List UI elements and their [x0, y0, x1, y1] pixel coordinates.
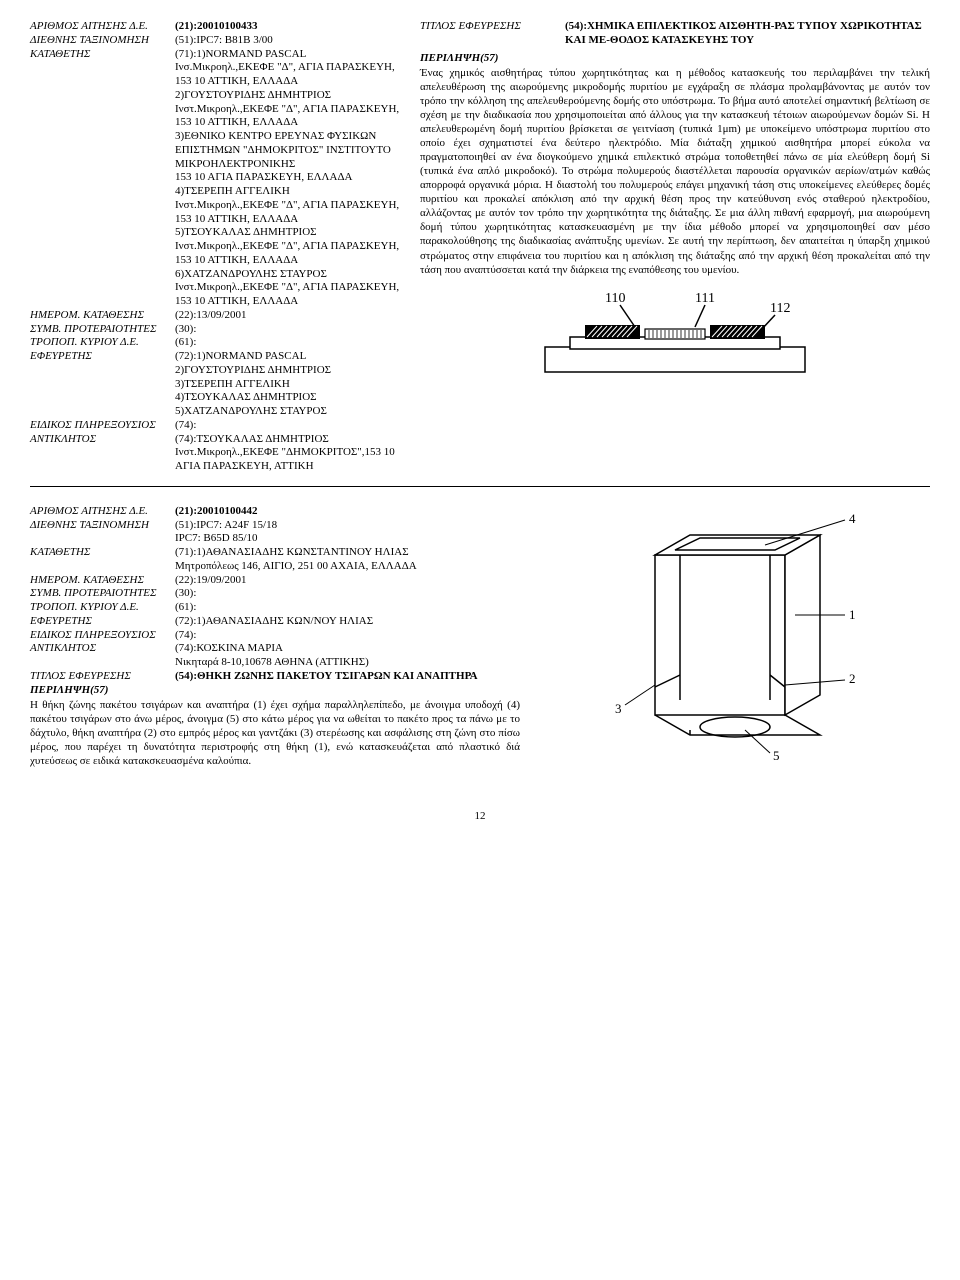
field-value: (54):ΘΗΚΗ ΖΩΝΗΣ ΠΑΚΕΤΟΥ ΤΣΙΓΑΡΩΝ ΚΑΙ ΑΝΑ… — [175, 670, 520, 684]
field-value: (72):1)NORMAND PASCAL2)ΓΟΥΣΤΟΥΡΙΔΗΣ ΔΗΜΗ… — [175, 350, 410, 419]
field-value: (21):20010100442 — [175, 505, 520, 519]
field-row: ΚΑΤΑΘΕΤΗΣ(71):1)NORMAND PASCALΙνσ.Μικροη… — [30, 48, 410, 309]
field-label: ΕΙΔΙΚΟΣ ΠΛΗΡΕΞΟΥΣΙΟΣ — [30, 419, 175, 433]
field-value: (22):13/09/2001 — [175, 309, 410, 323]
record1-right: ΤΙΤΛΟΣ ΕΦΕΥΡΕΣΗΣ (54):ΧΗΜΙΚΑ ΕΠΙΛΕΚΤΙΚΟΣ… — [420, 20, 930, 474]
field-label: ΕΦΕΥΡΕΤΗΣ — [30, 615, 175, 629]
field-value: (74):ΤΣΟΥΚΑΛΑΣ ΔΗΜΗΤΡΙΟΣΙνστ.Μικροηλ.,ΕΚ… — [175, 433, 410, 474]
fig2-label-3: 3 — [615, 701, 622, 716]
field-value: (61): — [175, 601, 520, 615]
field-label: ΤΙΤΛΟΣ ΕΦΕΥΡΕΣΗΣ — [30, 670, 175, 684]
record2-fields: ΑΡΙΘΜΟΣ ΑΙΤΗΣΗΣ Δ.Ε.(21):20010100442ΔΙΕΘ… — [30, 505, 520, 684]
title-value: (54):ΧΗΜΙΚΑ ΕΠΙΛΕΚΤΙΚΟΣ ΑΙΣΘΗΤΗ-ΡΑΣ ΤΥΠΟ… — [565, 20, 930, 48]
field-value: (74): — [175, 419, 410, 433]
field-label: ΑΡΙΘΜΟΣ ΑΙΤΗΣΗΣ Δ.Ε. — [30, 505, 175, 519]
record1-figure: 110 111 112 — [420, 287, 930, 387]
field-label: ΣΥΜΒ. ΠΡΟΤΕΡΑΙΟΤΗΤΕΣ — [30, 587, 175, 601]
record1-fields: ΑΡΙΘΜΟΣ ΑΙΤΗΣΗΣ Δ.Ε.(21):20010100433ΔΙΕΘ… — [30, 20, 410, 474]
field-label: ΑΡΙΘΜΟΣ ΑΙΤΗΣΗΣ Δ.Ε. — [30, 20, 175, 34]
field-label: ΣΥΜΒ. ΠΡΟΤΕΡΑΙΟΤΗΤΕΣ — [30, 323, 175, 337]
abstract-label: ΠΕΡΙΛΗΨΗ(57) — [420, 52, 930, 64]
field-row: ΑΝΤΙΚΛΗΤΟΣ(74):ΤΣΟΥΚΑΛΑΣ ΔΗΜΗΤΡΙΟΣΙνστ.Μ… — [30, 433, 410, 474]
field-value: (74):ΚΟΣΚΙΝΑ ΜΑΡΙΑΝικηταρά 8-10,10678 ΑΘ… — [175, 642, 520, 670]
field-value: (30): — [175, 323, 410, 337]
field-value: (72):1)ΑΘΑΝΑΣΙΑΔΗΣ ΚΩΝ/ΝΟΥ ΗΛΙΑΣ — [175, 615, 520, 629]
abstract2-text: Η θήκη ζώνης πακέτου τσιγάρων και αναπτή… — [30, 698, 520, 768]
field-label: ΑΝΤΙΚΛΗΤΟΣ — [30, 642, 175, 656]
field-row: ΤΡΟΠΟΠ. ΚΥΡΙΟΥ Δ.Ε.(61): — [30, 336, 410, 350]
fig-label-112: 112 — [770, 301, 790, 316]
fig2-label-5: 5 — [773, 748, 780, 763]
abstract-text: Ένας χημικός αισθητήρας τύπου χωρητικότη… — [420, 66, 930, 277]
field-value: (22):19/09/2001 — [175, 574, 520, 588]
field-label: ΤΡΟΠΟΠ. ΚΥΡΙΟΥ Δ.Ε. — [30, 336, 175, 350]
field-value: (21):20010100433 — [175, 20, 410, 34]
page-number: 12 — [30, 810, 930, 822]
fig-label-111: 111 — [695, 291, 715, 306]
fig2-label-1: 1 — [849, 607, 856, 622]
field-label: ΔΙΕΘΝΗΣ ΤΑΞΙΝΟΜΗΣΗ — [30, 519, 175, 533]
field-value: (30): — [175, 587, 520, 601]
abstract2-label: ΠΕΡΙΛΗΨΗ(57) — [30, 684, 520, 696]
field-row: ΕΦΕΥΡΕΤΗΣ(72):1)ΑΘΑΝΑΣΙΑΔΗΣ ΚΩΝ/ΝΟΥ ΗΛΙΑ… — [30, 615, 520, 629]
field-label: ΗΜΕΡΟΜ. ΚΑΤΑΘΕΣΗΣ — [30, 574, 175, 588]
fig-label-110: 110 — [605, 291, 625, 306]
field-label: ΔΙΕΘΝΗΣ ΤΑΞΙΝΟΜΗΣΗ — [30, 34, 175, 48]
field-label: ΕΦΕΥΡΕΤΗΣ — [30, 350, 175, 364]
field-row: ΔΙΕΘΝΗΣ ΤΑΞΙΝΟΜΗΣΗ(51):IPC7: B81B 3/00 — [30, 34, 410, 48]
field-value: (71):1)NORMAND PASCALΙνσ.Μικροηλ.,ΕΚΕΦΕ … — [175, 48, 410, 309]
field-row: ΔΙΕΘΝΗΣ ΤΑΞΙΝΟΜΗΣΗ(51):IPC7: A24F 15/18I… — [30, 519, 520, 547]
field-row: ΕΙΔΙΚΟΣ ΠΛΗΡΕΞΟΥΣΙΟΣ(74): — [30, 419, 410, 433]
field-label: ΚΑΤΑΘΕΤΗΣ — [30, 48, 175, 62]
field-label: ΤΡΟΠΟΠ. ΚΥΡΙΟΥ Δ.Ε. — [30, 601, 175, 615]
field-label: ΕΙΔΙΚΟΣ ΠΛΗΡΕΞΟΥΣΙΟΣ — [30, 629, 175, 643]
field-row: ΕΙΔΙΚΟΣ ΠΛΗΡΕΞΟΥΣΙΟΣ(74): — [30, 629, 520, 643]
field-label: ΚΑΤΑΘΕΤΗΣ — [30, 546, 175, 560]
field-row: ΣΥΜΒ. ΠΡΟΤΕΡΑΙΟΤΗΤΕΣ(30): — [30, 323, 410, 337]
field-value: (51):IPC7: B81B 3/00 — [175, 34, 410, 48]
field-value: (61): — [175, 336, 410, 350]
record-2: ΑΡΙΘΜΟΣ ΑΙΤΗΣΗΣ Δ.Ε.(21):20010100442ΔΙΕΘ… — [30, 505, 930, 780]
fig2-label-2: 2 — [849, 671, 856, 686]
record2-figure: 4 1 2 3 5 — [540, 505, 930, 768]
fig2-label-4: 4 — [849, 511, 856, 526]
field-row: ΣΥΜΒ. ΠΡΟΤΕΡΑΙΟΤΗΤΕΣ(30): — [30, 587, 520, 601]
field-label: ΗΜΕΡΟΜ. ΚΑΤΑΘΕΣΗΣ — [30, 309, 175, 323]
title-label: ΤΙΤΛΟΣ ΕΦΕΥΡΕΣΗΣ — [420, 20, 565, 34]
field-row: ΗΜΕΡΟΜ. ΚΑΤΑΘΕΣΗΣ(22):19/09/2001 — [30, 574, 520, 588]
field-row: ΑΡΙΘΜΟΣ ΑΙΤΗΣΗΣ Δ.Ε.(21):20010100433 — [30, 20, 410, 34]
field-row: ΑΡΙΘΜΟΣ ΑΙΤΗΣΗΣ Δ.Ε.(21):20010100442 — [30, 505, 520, 519]
field-row: ΚΑΤΑΘΕΤΗΣ(71):1)ΑΘΑΝΑΣΙΑΔΗΣ ΚΩΝΣΤΑΝΤΙΝΟΥ… — [30, 546, 520, 574]
field-row: ΗΜΕΡΟΜ. ΚΑΤΑΘΕΣΗΣ(22):13/09/2001 — [30, 309, 410, 323]
record-1: ΑΡΙΘΜΟΣ ΑΙΤΗΣΗΣ Δ.Ε.(21):20010100433ΔΙΕΘ… — [30, 20, 930, 487]
field-row: ΤΡΟΠΟΠ. ΚΥΡΙΟΥ Δ.Ε.(61): — [30, 601, 520, 615]
field-row: ΕΦΕΥΡΕΤΗΣ(72):1)NORMAND PASCAL2)ΓΟΥΣΤΟΥΡ… — [30, 350, 410, 419]
field-label: ΑΝΤΙΚΛΗΤΟΣ — [30, 433, 175, 447]
field-row: ΑΝΤΙΚΛΗΤΟΣ(74):ΚΟΣΚΙΝΑ ΜΑΡΙΑΝικηταρά 8-1… — [30, 642, 520, 670]
field-value: (51):IPC7: A24F 15/18IPC7: B65D 85/10 — [175, 519, 520, 547]
field-value: (74): — [175, 629, 520, 643]
field-row: ΤΙΤΛΟΣ ΕΦΕΥΡΕΣΗΣ(54):ΘΗΚΗ ΖΩΝΗΣ ΠΑΚΕΤΟΥ … — [30, 670, 520, 684]
field-value: (71):1)ΑΘΑΝΑΣΙΑΔΗΣ ΚΩΝΣΤΑΝΤΙΝΟΥ ΗΛΙΑΣΜητ… — [175, 546, 520, 574]
